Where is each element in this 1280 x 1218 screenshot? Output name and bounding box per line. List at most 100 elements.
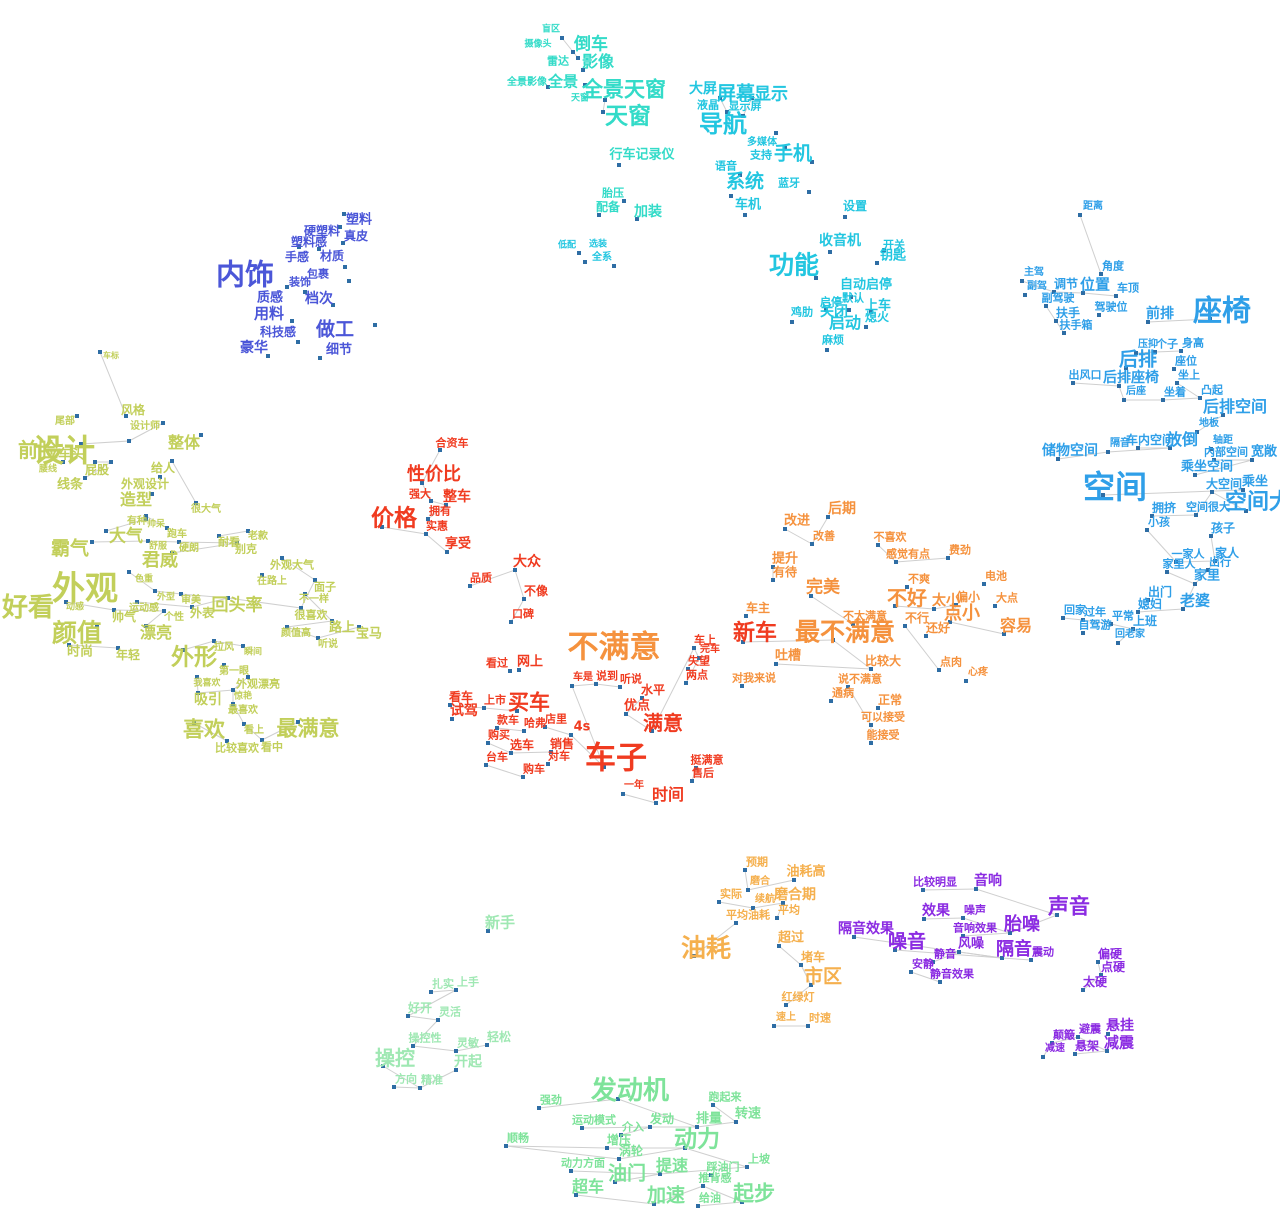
term-label[interactable]: 语音 bbox=[715, 159, 737, 173]
term-label[interactable]: 动感 bbox=[65, 602, 85, 613]
data-point-marker[interactable] bbox=[1081, 988, 1085, 992]
data-point-marker[interactable] bbox=[594, 682, 598, 686]
data-point-marker[interactable] bbox=[605, 1146, 609, 1150]
data-point-marker[interactable] bbox=[946, 556, 950, 560]
term-label[interactable]: 配备 bbox=[595, 200, 621, 214]
term-label[interactable]: 购车 bbox=[523, 762, 545, 776]
data-point-marker[interactable] bbox=[869, 741, 873, 745]
term-label[interactable]: 太小 bbox=[932, 593, 960, 609]
term-label[interactable]: 年轻 bbox=[115, 648, 141, 662]
term-label[interactable]: 显示屏 bbox=[728, 99, 762, 113]
data-point-marker[interactable] bbox=[1041, 1055, 1045, 1059]
data-point-marker[interactable] bbox=[876, 706, 880, 710]
data-point-marker[interactable] bbox=[814, 276, 818, 280]
data-point-marker[interactable] bbox=[569, 1169, 573, 1173]
term-label[interactable]: 宽敞 bbox=[1250, 444, 1278, 460]
data-point-marker[interactable] bbox=[1056, 457, 1060, 461]
data-point-marker[interactable] bbox=[162, 609, 166, 613]
term-label[interactable]: 后排空间 bbox=[1202, 397, 1268, 416]
term-label[interactable]: 导航 bbox=[699, 110, 747, 138]
data-point-marker[interactable] bbox=[922, 917, 926, 921]
data-point-marker[interactable] bbox=[709, 1173, 713, 1177]
data-point-marker[interactable] bbox=[285, 285, 289, 289]
data-point-marker[interactable] bbox=[938, 980, 942, 984]
term-label[interactable]: 鸡肋 bbox=[791, 305, 813, 319]
data-point-marker[interactable] bbox=[392, 1085, 396, 1089]
data-point-marker[interactable] bbox=[603, 98, 607, 102]
data-point-marker[interactable] bbox=[711, 1103, 715, 1107]
data-point-marker[interactable] bbox=[153, 589, 157, 593]
term-label[interactable]: 操控 bbox=[375, 1046, 415, 1070]
data-point-marker[interactable] bbox=[1081, 631, 1085, 635]
data-point-marker[interactable] bbox=[601, 110, 605, 114]
term-label[interactable]: 不爽 bbox=[908, 572, 930, 586]
term-label[interactable]: 质感 bbox=[256, 290, 284, 306]
term-label[interactable]: 硬塑料 bbox=[303, 224, 341, 238]
data-point-marker[interactable] bbox=[161, 421, 165, 425]
data-point-marker[interactable] bbox=[537, 1106, 541, 1110]
term-label[interactable]: 坐着 bbox=[1164, 385, 1186, 399]
data-point-marker[interactable] bbox=[810, 542, 814, 546]
data-point-marker[interactable] bbox=[635, 217, 639, 221]
term-label[interactable]: 顺畅 bbox=[507, 1131, 529, 1145]
data-point-marker[interactable] bbox=[799, 963, 803, 967]
data-point-marker[interactable] bbox=[1209, 534, 1213, 538]
data-point-marker[interactable] bbox=[1172, 367, 1176, 371]
term-label[interactable]: 选车 bbox=[509, 738, 535, 752]
data-point-marker[interactable] bbox=[1146, 320, 1150, 324]
term-label[interactable]: 手机 bbox=[773, 142, 813, 165]
data-point-marker[interactable] bbox=[617, 163, 621, 167]
term-label[interactable]: 音响效果 bbox=[953, 921, 997, 935]
term-label[interactable]: 最不满意 bbox=[794, 617, 896, 647]
term-label[interactable]: 加装 bbox=[634, 204, 662, 220]
data-point-marker[interactable] bbox=[1208, 317, 1212, 321]
data-point-marker[interactable] bbox=[1195, 430, 1199, 434]
term-label[interactable]: 车机 bbox=[734, 197, 762, 213]
term-label[interactable]: 整车 bbox=[443, 489, 471, 505]
term-label[interactable]: 出行 bbox=[1209, 555, 1231, 569]
term-label[interactable]: 大屏 bbox=[689, 81, 717, 97]
term-label[interactable]: 设计师 bbox=[130, 421, 160, 432]
term-label[interactable]: 雷达 bbox=[547, 54, 569, 68]
term-label[interactable]: 最喜欢 bbox=[228, 705, 258, 716]
data-point-marker[interactable] bbox=[718, 96, 722, 100]
data-point-marker[interactable] bbox=[1168, 446, 1172, 450]
term-label[interactable]: 起步 bbox=[733, 1181, 775, 1206]
term-label[interactable]: 排量 bbox=[695, 1111, 723, 1127]
term-label[interactable]: 前排 bbox=[1146, 306, 1174, 322]
term-label[interactable]: 在路上 bbox=[257, 576, 287, 587]
data-point-marker[interactable] bbox=[903, 624, 907, 628]
data-point-marker[interactable] bbox=[297, 245, 301, 249]
term-label[interactable]: 减速 bbox=[1045, 1043, 1065, 1054]
term-label[interactable]: 多媒体 bbox=[747, 137, 777, 148]
data-point-marker[interactable] bbox=[199, 433, 203, 437]
data-point-marker[interactable] bbox=[774, 131, 778, 135]
term-label[interactable]: 红绿灯 bbox=[781, 990, 815, 1004]
term-label[interactable]: 点小 bbox=[944, 603, 980, 624]
data-point-marker[interactable] bbox=[1099, 272, 1103, 276]
data-point-marker[interactable] bbox=[597, 213, 601, 217]
term-label[interactable]: 对我来说 bbox=[732, 671, 776, 685]
term-label[interactable]: 介入 bbox=[622, 1120, 644, 1134]
data-point-marker[interactable] bbox=[652, 1202, 656, 1206]
data-point-marker[interactable] bbox=[696, 1204, 700, 1208]
term-label[interactable]: 看过 bbox=[486, 656, 508, 670]
data-point-marker[interactable] bbox=[650, 729, 654, 733]
data-point-marker[interactable] bbox=[560, 36, 564, 40]
data-point-marker[interactable] bbox=[179, 592, 183, 596]
term-label[interactable]: 后排座椅 bbox=[1103, 370, 1159, 386]
data-point-marker[interactable] bbox=[743, 868, 747, 872]
term-label[interactable]: 跑车 bbox=[167, 529, 187, 540]
data-point-marker[interactable] bbox=[1193, 582, 1197, 586]
data-point-marker[interactable] bbox=[1213, 559, 1217, 563]
data-point-marker[interactable] bbox=[964, 679, 968, 683]
term-label[interactable]: 风噪 bbox=[957, 936, 985, 952]
term-label[interactable]: 大点 bbox=[996, 591, 1018, 605]
term-label[interactable]: 做工 bbox=[315, 318, 355, 341]
data-point-marker[interactable] bbox=[260, 738, 264, 742]
term-label[interactable]: 盲区 bbox=[541, 24, 561, 35]
data-point-marker[interactable] bbox=[330, 619, 334, 623]
term-label[interactable]: 哈弗 bbox=[524, 716, 546, 730]
term-label[interactable]: 品质 bbox=[470, 571, 492, 585]
term-label[interactable]: 颠簸 bbox=[1053, 1028, 1075, 1042]
